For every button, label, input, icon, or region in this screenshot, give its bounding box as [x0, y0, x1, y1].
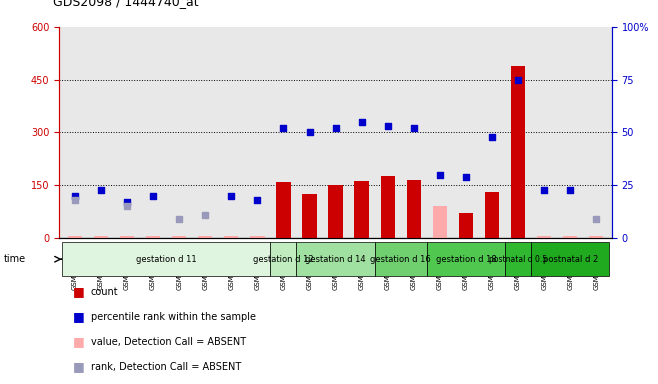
Bar	[505, 242, 531, 276]
Bar	[270, 242, 297, 276]
Bar	[250, 236, 265, 238]
Point	[382, 123, 393, 129]
Point	[565, 187, 576, 193]
Bar	[531, 242, 609, 276]
Text: ■: ■	[72, 335, 84, 348]
Bar	[427, 242, 505, 276]
Text: postnatal d 0.5: postnatal d 0.5	[489, 255, 547, 264]
Bar	[563, 236, 578, 238]
Text: postnatal d 2: postnatal d 2	[543, 255, 598, 264]
Point	[200, 212, 211, 218]
Text: gestation d 14: gestation d 14	[305, 255, 366, 264]
Text: rank, Detection Call = ABSENT: rank, Detection Call = ABSENT	[91, 362, 241, 372]
Bar	[302, 194, 316, 238]
Bar	[459, 214, 473, 238]
Text: gestation d 11: gestation d 11	[136, 255, 197, 264]
Bar	[485, 192, 499, 238]
Text: count: count	[91, 287, 118, 297]
Point	[591, 216, 601, 222]
Point	[513, 77, 523, 83]
Bar	[511, 66, 525, 238]
Text: gestation d 12: gestation d 12	[253, 255, 314, 264]
Text: gestation d 16: gestation d 16	[370, 255, 431, 264]
Text: ■: ■	[72, 360, 84, 373]
Bar	[120, 236, 134, 238]
Bar	[433, 207, 447, 238]
Text: gestation d 18: gestation d 18	[436, 255, 496, 264]
Point	[409, 125, 419, 131]
Point	[70, 193, 80, 199]
Text: value, Detection Call = ABSENT: value, Detection Call = ABSENT	[91, 337, 246, 347]
Bar	[355, 181, 369, 238]
Bar	[407, 180, 421, 238]
Point	[487, 134, 497, 140]
Bar	[198, 236, 213, 238]
Point	[461, 174, 471, 180]
Bar	[297, 242, 374, 276]
Point	[226, 193, 237, 199]
Text: ■: ■	[72, 310, 84, 323]
Point	[330, 125, 341, 131]
Bar	[328, 185, 343, 238]
Bar	[589, 236, 603, 238]
Bar	[276, 182, 291, 238]
Point	[122, 199, 132, 205]
Point	[252, 197, 263, 203]
Point	[539, 187, 549, 193]
Point	[122, 204, 132, 210]
Text: time: time	[3, 254, 26, 264]
Bar	[93, 236, 108, 238]
Point	[434, 172, 445, 178]
Point	[174, 216, 184, 222]
Text: ■: ■	[72, 285, 84, 298]
Text: GDS2098 / 1444740_at: GDS2098 / 1444740_at	[53, 0, 198, 8]
Point	[304, 129, 315, 136]
Text: percentile rank within the sample: percentile rank within the sample	[91, 312, 256, 322]
Bar	[537, 236, 551, 238]
Bar	[172, 236, 186, 238]
Point	[70, 197, 80, 203]
Point	[95, 187, 106, 193]
Bar	[62, 242, 270, 276]
Point	[357, 119, 367, 125]
Point	[278, 125, 289, 131]
Bar	[146, 236, 161, 238]
Bar	[68, 236, 82, 238]
Bar	[374, 242, 427, 276]
Bar	[380, 177, 395, 238]
Point	[148, 193, 159, 199]
Bar	[224, 236, 238, 238]
